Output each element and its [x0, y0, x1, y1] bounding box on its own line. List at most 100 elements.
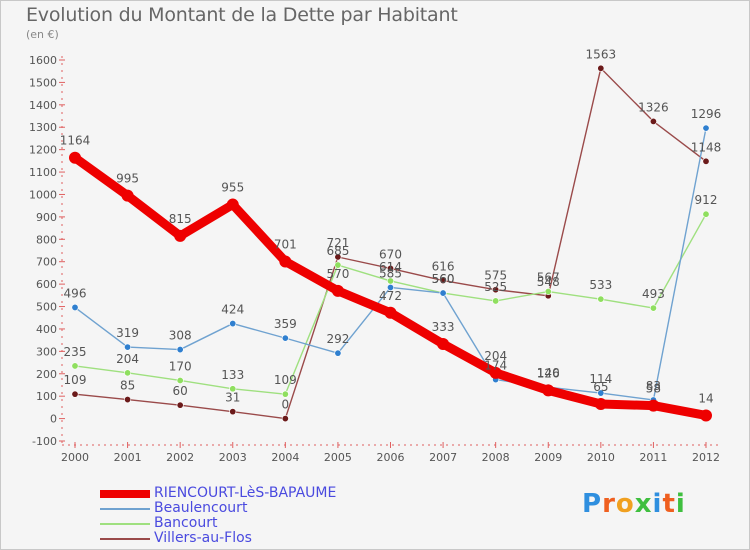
data-point [331, 284, 344, 297]
data-point [647, 399, 660, 412]
data-label: 109 [274, 373, 297, 387]
legend-label: RIENCOURT-LèS-BAPAUME [154, 485, 337, 501]
x-tick-label: 2012 [692, 451, 720, 464]
data-label: 493 [642, 287, 665, 301]
data-point [649, 304, 657, 312]
data-label: 815 [169, 212, 192, 226]
data-label: 424 [221, 303, 244, 317]
data-point [124, 343, 132, 351]
data-point [597, 295, 605, 303]
data-point [702, 124, 710, 132]
data-point [542, 384, 555, 397]
data-label: 570 [326, 267, 349, 281]
data-label: 560 [432, 272, 455, 286]
y-tick-label: 1500 [29, 76, 57, 89]
data-point [174, 229, 187, 242]
data-label: 614 [379, 260, 402, 274]
data-label: 701 [274, 237, 297, 251]
y-tick-label: 0 [50, 413, 57, 426]
data-point [439, 277, 447, 285]
y-tick-label: 1100 [29, 166, 57, 179]
data-label: 567 [537, 271, 560, 285]
data-label: 585 [379, 266, 402, 280]
legend-swatch [100, 508, 150, 510]
data-label: 1326 [638, 100, 669, 114]
y-tick-label: 200 [36, 368, 57, 381]
data-label: 995 [116, 172, 139, 186]
data-label: 670 [379, 247, 402, 261]
axes: -100010020030040050060070080090010001100… [29, 54, 722, 464]
data-point [386, 264, 394, 272]
data-point [281, 390, 289, 398]
data-point [597, 64, 605, 72]
chart-subtitle: (en €) [26, 28, 59, 41]
data-label: 1563 [586, 47, 617, 61]
y-tick-label: 300 [36, 345, 57, 358]
data-point [281, 334, 289, 342]
data-label: 31 [225, 391, 240, 405]
legend-swatch [100, 538, 150, 540]
data-label: 533 [589, 278, 612, 292]
data-point [71, 390, 79, 398]
y-tick-label: 1300 [29, 121, 57, 134]
data-point [69, 151, 81, 164]
data-label: 525 [484, 280, 507, 294]
y-tick-label: 400 [36, 323, 57, 336]
y-tick-label: -100 [32, 435, 57, 448]
data-label: 109 [64, 373, 87, 387]
data-label: 955 [221, 181, 244, 195]
y-tick-label: 500 [36, 301, 57, 314]
data-point [702, 157, 710, 165]
data-label: 616 [432, 260, 455, 274]
data-point [176, 401, 184, 409]
data-point [71, 303, 79, 311]
y-tick-label: 1600 [29, 54, 57, 67]
data-label: 319 [116, 326, 139, 340]
data-point [229, 320, 237, 328]
data-point [702, 210, 710, 218]
data-label: 685 [326, 244, 349, 258]
series-lines [69, 64, 712, 423]
x-tick-label: 2011 [639, 451, 667, 464]
y-tick-label: 800 [36, 233, 57, 246]
data-point [597, 389, 605, 397]
data-label: 308 [169, 329, 192, 343]
y-tick-label: 1000 [29, 188, 57, 201]
data-point [334, 261, 342, 269]
y-tick-label: 1200 [29, 144, 57, 157]
data-point [649, 117, 657, 125]
data-point [121, 189, 134, 202]
data-label: 114 [589, 372, 612, 386]
data-label: 58 [646, 382, 661, 396]
data-point [124, 396, 132, 404]
data-label: 204 [116, 352, 139, 366]
data-label: 575 [484, 269, 507, 283]
data-point [437, 337, 450, 350]
x-tick-label: 2006 [377, 451, 405, 464]
data-point [334, 349, 342, 357]
x-tick-label: 2007 [429, 451, 457, 464]
data-point [124, 369, 132, 377]
data-point [229, 385, 237, 393]
data-point [492, 286, 500, 294]
x-tick-label: 2004 [271, 451, 299, 464]
data-label: 359 [274, 317, 297, 331]
data-label: 170 [169, 359, 192, 373]
data-point [176, 376, 184, 384]
data-point [176, 346, 184, 354]
data-point [71, 362, 79, 370]
data-point [594, 398, 607, 411]
data-label: 333 [432, 320, 455, 334]
legend-swatch [100, 523, 150, 525]
x-tick-label: 2008 [482, 451, 510, 464]
x-tick-label: 2010 [587, 451, 615, 464]
data-label: 0 [282, 398, 290, 412]
y-tick-label: 100 [36, 390, 57, 403]
data-label: 140 [537, 366, 560, 380]
data-label: 1148 [691, 140, 722, 154]
legend-label: Villers-au-Flos [154, 530, 252, 546]
data-label: 126 [537, 366, 560, 380]
data-label: 721 [326, 236, 349, 250]
data-point [334, 253, 342, 261]
